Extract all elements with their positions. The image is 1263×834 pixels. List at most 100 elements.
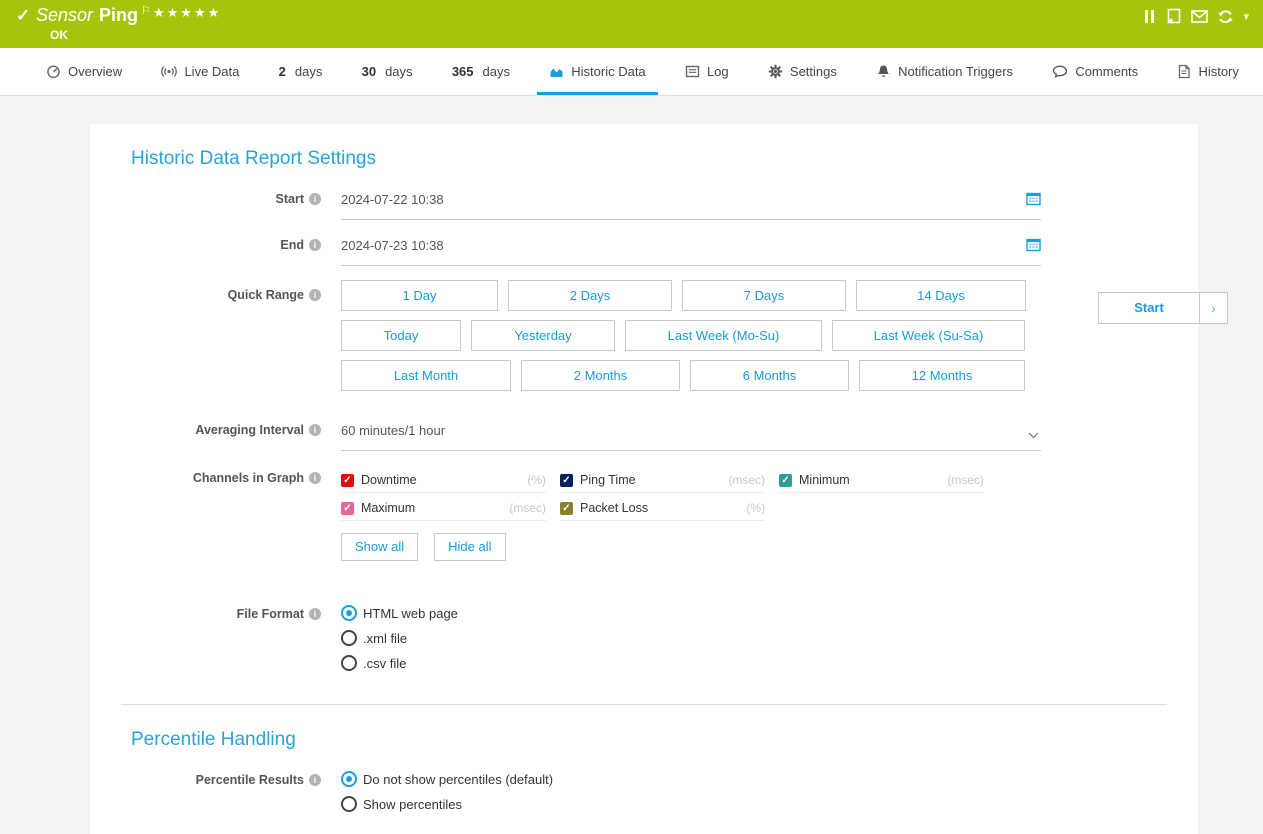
info-icon[interactable] bbox=[309, 239, 321, 251]
info-icon[interactable] bbox=[309, 472, 321, 484]
gauge-icon bbox=[47, 65, 60, 79]
percentile-results-row: Percentile Results Do not show percentil… bbox=[121, 771, 1167, 821]
pause-icon[interactable] bbox=[1145, 10, 1157, 23]
file-format-xml-radio[interactable]: .xml file bbox=[341, 630, 1041, 646]
quick-range-7-days-button[interactable]: 7 Days bbox=[682, 280, 846, 311]
tab-comments[interactable]: Comments bbox=[1040, 48, 1150, 95]
start-report-split-button: Start › bbox=[1098, 292, 1228, 324]
tab-bar: Overview Live Data 2 days 30 days 365 da… bbox=[0, 48, 1263, 96]
tab-label: Settings bbox=[789, 64, 837, 79]
chevron-down-icon[interactable] bbox=[1028, 426, 1039, 444]
tab-log[interactable]: Log bbox=[673, 48, 741, 95]
file-format-row: File Format HTML web page .xml file .csv… bbox=[121, 605, 1167, 680]
quick-range-today-button[interactable]: Today bbox=[341, 320, 461, 351]
radio-icon bbox=[341, 655, 357, 671]
channel-downtime-checkbox[interactable]: Downtime (%) bbox=[341, 473, 546, 493]
channel-packet-loss-checkbox[interactable]: Packet Loss (%) bbox=[560, 501, 765, 521]
tab-label: days bbox=[385, 64, 413, 79]
live-data-icon bbox=[161, 66, 178, 77]
tab-notification-triggers[interactable]: Notification Triggers bbox=[864, 48, 1025, 95]
tab-settings[interactable]: Settings bbox=[756, 48, 849, 95]
percentile-show-radio[interactable]: Show percentiles bbox=[341, 796, 1041, 812]
start-report-chevron-button[interactable]: › bbox=[1200, 292, 1228, 324]
tab-number: 365 bbox=[451, 64, 474, 79]
settings-card: Historic Data Report Settings Start 2024… bbox=[90, 124, 1198, 834]
tab-overview[interactable]: Overview bbox=[34, 48, 134, 95]
tab-history[interactable]: History bbox=[1165, 48, 1250, 95]
caret-down-icon[interactable]: ▾ bbox=[1243, 11, 1249, 23]
quick-range-2-days-button[interactable]: 2 Days bbox=[508, 280, 672, 311]
file-format-csv-radio[interactable]: .csv file bbox=[341, 655, 1041, 671]
percentile-hide-radio[interactable]: Do not show percentiles (default) bbox=[341, 771, 1041, 787]
checkbox-icon bbox=[341, 501, 354, 515]
quick-range-14-days-button[interactable]: 14 Days bbox=[856, 280, 1026, 311]
tab-live-data[interactable]: Live Data bbox=[149, 48, 251, 95]
channels-label: Channels in Graph bbox=[121, 467, 321, 485]
refresh-icon[interactable] bbox=[1217, 9, 1234, 25]
quick-range-last-month-button[interactable]: Last Month bbox=[341, 360, 511, 391]
tab-number: 30 bbox=[361, 64, 377, 79]
radio-icon bbox=[341, 630, 357, 646]
file-format-html-radio[interactable]: HTML web page bbox=[341, 605, 1041, 621]
tab-label: Historic Data bbox=[571, 64, 646, 79]
tab-2-days[interactable]: 2 days bbox=[267, 48, 335, 95]
quick-range-last-week-mo-su-button[interactable]: Last Week (Mo-Su) bbox=[625, 320, 822, 351]
tab-365-days[interactable]: 365 days bbox=[440, 48, 522, 95]
bell-icon bbox=[878, 65, 889, 77]
averaging-interval-select[interactable]: 60 minutes/1 hour bbox=[341, 421, 1041, 451]
quick-range-last-week-su-sa-button[interactable]: Last Week (Su-Sa) bbox=[832, 320, 1025, 351]
quick-range-2-months-button[interactable]: 2 Months bbox=[521, 360, 680, 391]
info-icon[interactable] bbox=[309, 193, 321, 205]
start-date-input[interactable]: 2024-07-22 10:38 bbox=[341, 190, 1041, 220]
quick-range-label: Quick Range bbox=[121, 280, 321, 302]
tab-30-days[interactable]: 30 days bbox=[350, 48, 425, 95]
header-toolbar: ▾ bbox=[1145, 8, 1249, 25]
file-format-label: File Format bbox=[121, 605, 321, 621]
calendar-icon[interactable] bbox=[1026, 237, 1041, 257]
sensor-header: ✓ Sensor Ping ⚐ ★★★★★ OK ▾ bbox=[0, 0, 1263, 48]
radio-icon bbox=[341, 796, 357, 812]
sensor-prefix: Sensor bbox=[36, 5, 94, 25]
start-row: Start 2024-07-22 10:38 bbox=[121, 190, 1167, 220]
info-icon[interactable] bbox=[309, 774, 321, 786]
checkbox-icon bbox=[779, 473, 792, 487]
report-icon[interactable] bbox=[1166, 8, 1182, 25]
flag-icon[interactable]: ⚐ bbox=[141, 5, 151, 17]
channel-ping-time-checkbox[interactable]: Ping Time (msec) bbox=[560, 473, 765, 493]
tab-label: days bbox=[482, 64, 510, 79]
email-icon[interactable] bbox=[1191, 10, 1209, 23]
info-icon[interactable] bbox=[309, 424, 321, 436]
tab-number: 2 bbox=[278, 64, 286, 79]
channel-maximum-checkbox[interactable]: Maximum (msec) bbox=[341, 501, 546, 521]
quick-range-1-day-button[interactable]: 1 Day bbox=[341, 280, 498, 311]
info-icon[interactable] bbox=[309, 608, 321, 620]
comment-icon bbox=[1053, 65, 1068, 78]
tab-historic-data[interactable]: Historic Data bbox=[537, 48, 659, 95]
quick-range-row: Quick Range 1 Day 2 Days 7 Days 14 Days … bbox=[121, 280, 1167, 391]
hide-all-button[interactable]: Hide all bbox=[434, 533, 506, 561]
radio-icon bbox=[341, 771, 357, 787]
quick-range-6-months-button[interactable]: 6 Months bbox=[690, 360, 849, 391]
quick-range-12-months-button[interactable]: 12 Months bbox=[859, 360, 1025, 391]
section-title-report-settings: Historic Data Report Settings bbox=[131, 148, 376, 169]
priority-stars[interactable]: ★★★★★ bbox=[153, 5, 222, 20]
quick-range-yesterday-button[interactable]: Yesterday bbox=[471, 320, 615, 351]
percentile-results-label: Percentile Results bbox=[121, 771, 321, 787]
area-chart-icon bbox=[550, 68, 563, 77]
show-all-button[interactable]: Show all bbox=[341, 533, 419, 561]
checkbox-icon bbox=[341, 473, 354, 487]
calendar-icon[interactable] bbox=[1026, 191, 1041, 211]
channel-minimum-checkbox[interactable]: Minimum (msec) bbox=[779, 473, 984, 493]
log-icon bbox=[685, 65, 700, 78]
channels-row: Channels in Graph Downtime (%) Ping Time… bbox=[121, 467, 1167, 561]
end-label: End bbox=[121, 236, 321, 252]
end-row: End 2024-07-23 10:38 bbox=[121, 236, 1167, 266]
page-title: Sensor Ping ⚐ bbox=[36, 4, 151, 26]
tab-label: Notification Triggers bbox=[898, 64, 1014, 79]
gear-icon bbox=[768, 64, 783, 79]
start-report-button[interactable]: Start bbox=[1098, 292, 1200, 324]
info-icon[interactable] bbox=[309, 289, 321, 301]
end-date-input[interactable]: 2024-07-23 10:38 bbox=[341, 236, 1041, 266]
averaging-interval-row: Averaging Interval 60 minutes/1 hour bbox=[121, 421, 1167, 451]
tab-label: Overview bbox=[68, 64, 123, 79]
